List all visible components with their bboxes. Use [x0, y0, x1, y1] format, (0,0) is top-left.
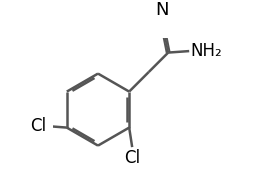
Text: Cl: Cl [124, 149, 140, 167]
Text: NH₂: NH₂ [190, 42, 222, 60]
Text: N: N [155, 1, 169, 19]
Text: Cl: Cl [30, 117, 47, 135]
